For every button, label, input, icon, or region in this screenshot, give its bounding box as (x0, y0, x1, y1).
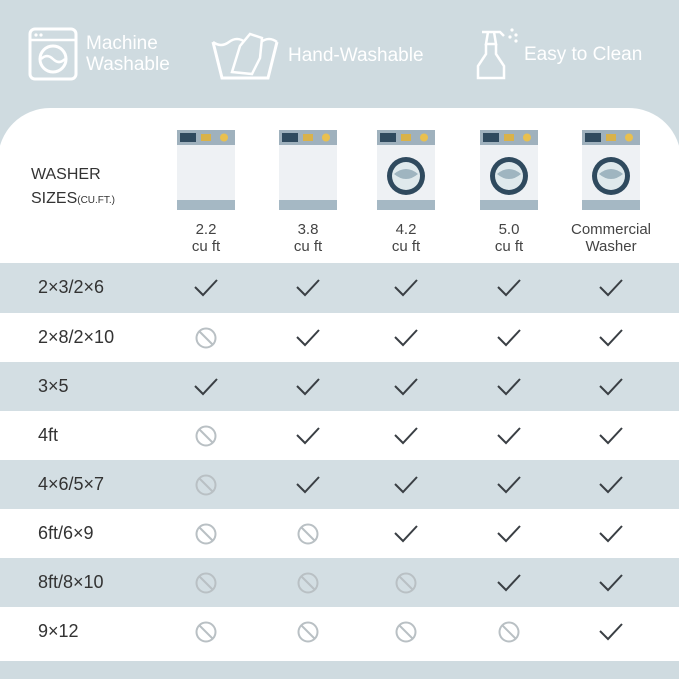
column-size-label: Commercial (570, 221, 651, 238)
not-allowed-icon (195, 523, 217, 545)
check-icon (296, 329, 320, 347)
header-line: SIZES (31, 190, 78, 207)
not-allowed-icon (195, 425, 217, 447)
feature-easy-to-clean: Easy to Clean (474, 26, 642, 82)
hand-wash-icon (211, 32, 279, 80)
table-row: 9×12 (0, 607, 679, 659)
check-icon (599, 476, 623, 494)
feature-label: Easy to Clean (524, 43, 643, 65)
washer-icon (177, 130, 235, 210)
feature-label: Washable (86, 54, 170, 75)
table-row: 2×3/2×6 (0, 263, 679, 313)
table-row: 6ft/6×9 (0, 509, 679, 558)
washer-column-header: 3.8 cu ft (258, 130, 358, 255)
washer-icon (279, 130, 337, 210)
rug-size-label: 8ft/8×10 (38, 572, 104, 592)
check-icon (497, 427, 521, 445)
column-unit-label: cu ft (391, 238, 421, 255)
check-icon (599, 623, 623, 641)
check-icon (296, 378, 320, 396)
not-allowed-icon (297, 621, 319, 643)
check-icon (497, 525, 521, 543)
check-icon (394, 427, 418, 445)
not-allowed-icon (395, 621, 417, 643)
check-icon (296, 427, 320, 445)
check-icon (394, 378, 418, 396)
washer-icon (480, 130, 538, 210)
column-size-label: 4.2 (395, 221, 417, 238)
not-allowed-icon (195, 621, 217, 643)
not-allowed-icon (297, 572, 319, 594)
feature-label: Machine (86, 33, 158, 54)
not-allowed-icon (395, 572, 417, 594)
rug-size-label: 9×12 (38, 621, 79, 641)
rug-size-label: 3×5 (38, 376, 69, 396)
washer-sizes-header: WASHER SIZES(CU.FT.) (31, 163, 115, 213)
check-icon (497, 378, 521, 396)
check-icon (497, 279, 521, 297)
check-icon (599, 279, 623, 297)
column-unit-label: Washer (585, 238, 637, 255)
feature-hand-washable: Hand-Washable (210, 28, 424, 82)
table-row: 2×8/2×10 (0, 313, 679, 362)
not-allowed-icon (195, 474, 217, 496)
washer-icon (582, 130, 640, 210)
check-icon (599, 378, 623, 396)
column-size-label: 5.0 (498, 221, 520, 238)
column-size-label: 2.2 (195, 221, 217, 238)
check-icon (194, 378, 218, 396)
column-unit-label: cu ft (494, 238, 524, 255)
check-icon (599, 525, 623, 543)
header-line: WASHER (31, 166, 101, 183)
rug-size-label: 2×8/2×10 (38, 327, 115, 347)
check-icon (394, 476, 418, 494)
table-row: 4×6/5×7 (0, 460, 679, 509)
not-allowed-icon (498, 621, 520, 643)
rug-size-label: 4ft (38, 425, 59, 445)
washer-column-header: 2.2 cu ft (156, 130, 256, 255)
check-icon (394, 525, 418, 543)
feature-machine-washable: Machine Washable (28, 27, 170, 81)
check-icon (194, 279, 218, 297)
not-allowed-icon (297, 523, 319, 545)
check-icon (497, 574, 521, 592)
washer-icon (377, 130, 435, 210)
check-icon (497, 476, 521, 494)
table-row: 8ft/8×10 (0, 558, 679, 607)
not-allowed-icon (195, 572, 217, 594)
feature-label: Hand-Washable (288, 44, 424, 66)
rug-size-label: 4×6/5×7 (38, 474, 105, 494)
check-icon (394, 329, 418, 347)
column-size-label: 3.8 (297, 221, 319, 238)
check-icon (296, 476, 320, 494)
check-icon (394, 279, 418, 297)
check-icon (296, 279, 320, 297)
washer-column-header: 5.0 cu ft (459, 130, 559, 255)
check-icon (599, 329, 623, 347)
column-unit-label: cu ft (293, 238, 323, 255)
check-icon (497, 329, 521, 347)
check-icon (599, 427, 623, 445)
spray-bottle-icon (476, 28, 518, 80)
check-icon (599, 574, 623, 592)
not-allowed-icon (195, 327, 217, 349)
rug-size-label: 6ft/6×9 (38, 523, 94, 543)
table-row: 4ft (0, 411, 679, 460)
washer-column-header: Commercial Washer (561, 130, 661, 255)
washing-machine-icon (28, 27, 78, 81)
header-unit: (CU.FT.) (77, 195, 116, 206)
column-unit-label: cu ft (191, 238, 221, 255)
table-row: 3×5 (0, 362, 679, 411)
rug-size-label: 2×3/2×6 (38, 277, 105, 297)
washer-column-header: 4.2 cu ft (356, 130, 456, 255)
